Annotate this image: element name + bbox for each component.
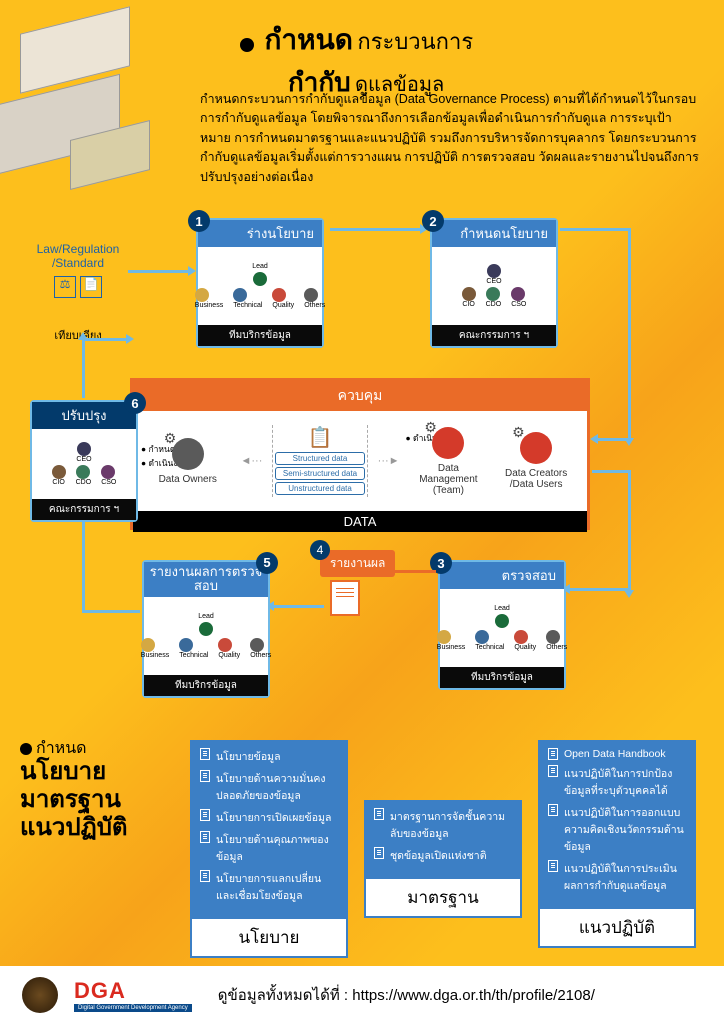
arrow-6-up [82,340,85,398]
data-mgmt: Data Management (Team) [410,463,488,496]
seal-icon [22,977,58,1013]
step-3-footer: ทีมบริกรข้อมูล [440,667,564,688]
pill-unstructured: Unstructured data [275,482,365,495]
dga-logo: DGA Digital Government Development Agenc… [74,978,192,1012]
card-policy-body: นโยบายข้อมูลนโยบายด้านความมั่นคงปลอดภัยข… [190,740,348,917]
step-5-title: รายงานผลการตรวจสอบ [150,564,263,593]
step-1-footer: ทีมบริกรข้อมูล [198,325,322,346]
arrow-2-down [628,228,631,438]
step-6-title: ปรับปรุง [61,408,106,423]
arrow-to-3-down [628,470,631,590]
step-6-footer: คณะกรรมการ ฯ [32,499,136,520]
step-6: 6 ปรับปรุง CEO CIO CDO CSO คณะกรรมการ ฯ [30,400,138,522]
law-icon: ⚖ [54,276,76,298]
law-line1: Law/Regulation [30,242,126,256]
card-standard: มาตรฐานการจัดชั้นความลับของข้อมูลชุดข้อม… [364,800,522,918]
control-panel: ควบคุม ● กำหนดสิทธิ ● ดำเนินงาน Data Own… [130,378,590,530]
header-illustration [0,10,180,190]
step-3: 3 ตรวจสอบ Lead Business Technical Qualit… [438,560,566,690]
step-2: 2 กำหนดนโยบาย CEO CIO CDO CSO คณะกรรมการ… [430,218,558,348]
arrow-into-control-r [598,438,628,441]
law-regulation-box: Law/Regulation /Standard ⚖📄 เทียบเคียง [30,242,126,344]
arrow-6-to-law [82,338,126,341]
pill-structured: Structured data [275,452,365,465]
card-standard-label: มาตรฐาน [364,877,522,918]
step-4-title: รายงานผล [330,556,385,570]
title-light-1: กระบวนการ [357,29,473,54]
arrow-to-3-left [570,588,628,591]
title-bold-1: กำหนด [264,24,352,55]
step-3-title: ตรวจสอบ [502,568,556,583]
control-header: ควบคุม [133,381,587,411]
arrow-1-to-2 [330,228,420,231]
card-practice-label: แนวปฏิบัติ [538,907,696,948]
arrow-5-up [82,520,85,610]
step-2-num: 2 [422,210,444,232]
step-6-num: 6 [124,392,146,414]
step-5-num: 5 [256,552,278,574]
pill-semi: Semi-structured data [275,467,365,480]
arrow-4-to-5 [274,605,324,608]
doc-icon: 📄 [80,276,102,298]
step-5-footer: ทีมบริกรข้อมูล [144,675,268,696]
step-1-num: 1 [188,210,210,232]
arrow-control-r-out [592,470,628,473]
bottom-title: กำหนด นโยบาย มาตรฐาน แนวปฏิบัติ [20,740,185,841]
arrow-law-to-1 [128,270,188,273]
step1-lead: Lead [252,263,268,270]
footer: DGA Digital Government Development Agenc… [0,966,724,1024]
step-4-num: 4 [310,540,330,560]
data-creators-2: /Data Users [497,479,575,490]
data-creators-1: Data Creators [497,468,575,479]
card-practice: Open Data Handbookแนวปฏิบัติในการปกป้องข… [538,740,696,948]
step-5: 5 รายงานผลการตรวจสอบ Lead Business Techn… [142,560,270,698]
step-1-title: ร่างนโยบาย [247,226,314,241]
report-doc-icon [330,580,360,616]
process-flow: Law/Regulation /Standard ⚖📄 เทียบเคียง 1… [30,210,690,700]
arrow-2-right [560,228,630,231]
bottom-section: กำหนด นโยบาย มาตรฐาน แนวปฏิบัติ นโยบายข้… [20,740,704,940]
card-policy: นโยบายข้อมูลนโยบายด้านความมั่นคงปลอดภัยข… [190,740,348,958]
card-practice-body: Open Data Handbookแนวปฏิบัติในการปกป้องข… [538,740,696,907]
law-line2: /Standard [30,256,126,270]
step-2-footer: คณะกรรมการ ฯ [432,325,556,346]
step-1: 1 ร่างนโยบาย Lead Business Technical Qua… [196,218,324,348]
control-footer: DATA [133,511,587,532]
data-owners: Data Owners [145,474,231,485]
intro-paragraph: กำหนดกระบวนการกำกับดูแลข้อมูล (Data Gove… [200,90,700,187]
arrow-3-to-4 [392,570,436,573]
step-2-title: กำหนดนโยบาย [460,226,548,241]
card-policy-label: นโยบาย [190,917,348,958]
footer-text: ดูข้อมูลทั้งหมดได้ที่ : https://www.dga.… [218,983,595,1007]
step-4: 4 รายงานผล [320,550,395,577]
arrow-5-left [82,610,140,613]
card-standard-body: มาตรฐานการจัดชั้นความลับของข้อมูลชุดข้อม… [364,800,522,877]
